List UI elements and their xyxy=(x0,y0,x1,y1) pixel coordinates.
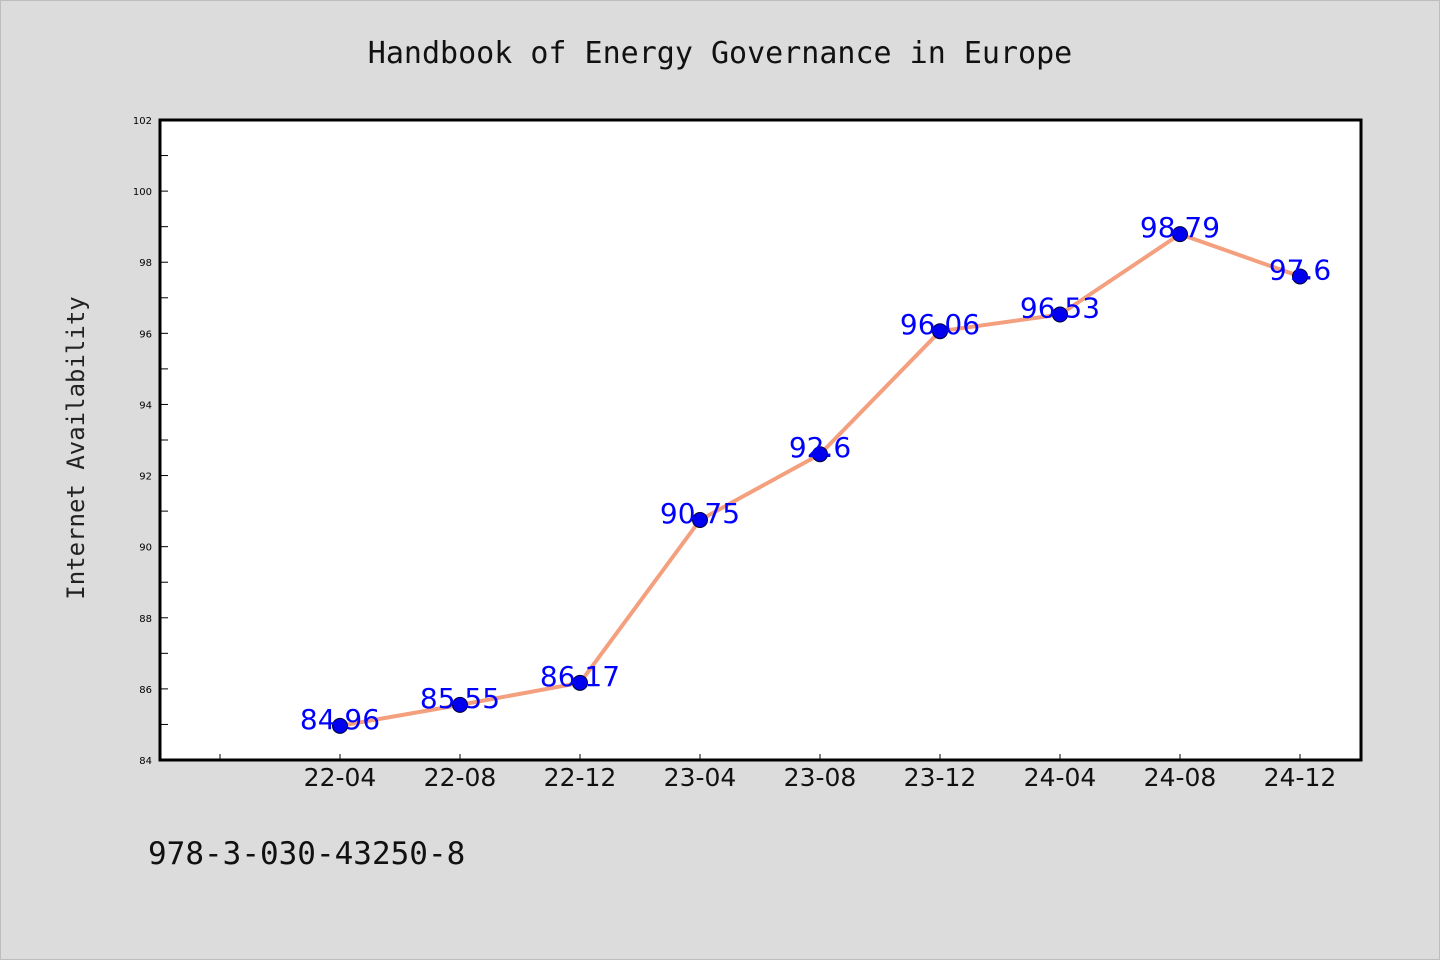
data-point xyxy=(1292,268,1308,285)
x-axis: 22-04 22-08 22-12 23-04 23-08 23-12 24-04 24-08… xyxy=(219,754,1337,792)
chart-title: Handbook of Energy Governance in Europe xyxy=(368,36,1072,71)
data-label: 86.17 xyxy=(540,660,620,693)
data-point xyxy=(1052,306,1068,323)
y-tick-label: 92 xyxy=(139,472,152,483)
y-tick-label: 88 xyxy=(139,614,152,625)
x-tick-label: 23-12 xyxy=(904,763,977,792)
x-tick-label: 23-04 xyxy=(664,763,737,792)
data-point xyxy=(932,323,948,340)
x-tick-label: 24-04 xyxy=(1024,763,1097,792)
y-tick-label: 90 xyxy=(139,543,152,554)
data-label: 92.6 xyxy=(789,431,851,464)
series-layer xyxy=(332,226,1308,734)
data-label: 96.53 xyxy=(1020,291,1100,324)
y-tick-label: 100 xyxy=(133,187,152,198)
y-tick-label: 98 xyxy=(139,258,152,269)
y-axis-label: Internet Availability xyxy=(62,296,90,599)
x-tick-label: 22-12 xyxy=(544,763,617,792)
data-labels: 84.96 85.55 86.17 90.75 92.6 96.06 96.53 98.79 9… xyxy=(300,211,1331,736)
data-label: 85.55 xyxy=(420,682,500,715)
data-point xyxy=(812,446,828,463)
x-tick-label: 22-08 xyxy=(424,763,497,792)
x-tick-label: 24-12 xyxy=(1264,763,1337,792)
isbn-footer: 978-3-030-43250-8 xyxy=(148,836,465,872)
y-axis: 84 86 88 90 92 94 96 98 100 102 xyxy=(133,116,168,767)
y-tick-label: 86 xyxy=(139,685,152,696)
data-point xyxy=(692,512,708,528)
data-point xyxy=(1172,226,1188,243)
data-label: 84.96 xyxy=(300,703,380,736)
y-tick-label: 96 xyxy=(139,329,152,340)
data-point xyxy=(332,717,348,734)
data-label: 98.79 xyxy=(1140,211,1220,244)
data-label: 90.75 xyxy=(660,497,740,530)
x-tick-label: 23-08 xyxy=(784,763,857,792)
x-tick-label: 24-08 xyxy=(1144,763,1217,792)
data-point xyxy=(452,696,468,713)
data-label: 96.06 xyxy=(900,308,980,341)
y-tick-label: 84 xyxy=(139,756,152,767)
y-tick-label: 102 xyxy=(133,116,152,127)
data-label: 97.6 xyxy=(1269,253,1331,286)
y-tick-label: 94 xyxy=(139,400,152,411)
plot-area xyxy=(158,118,1363,762)
x-tick-label: 22-04 xyxy=(304,763,377,792)
data-point xyxy=(572,674,588,691)
